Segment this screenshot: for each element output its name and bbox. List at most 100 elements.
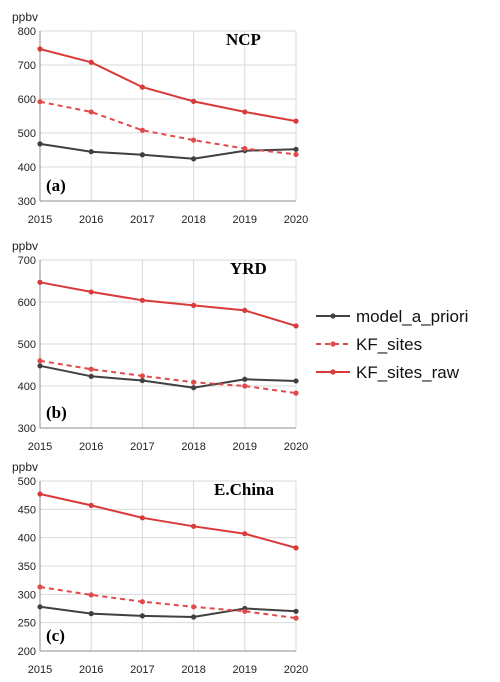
panel-label: (b) <box>46 403 67 422</box>
x-tick-label: 2018 <box>181 441 205 453</box>
y-tick-label: 450 <box>18 504 36 516</box>
y-tick-label: 250 <box>18 618 36 630</box>
data-point-kf-sites-raw <box>88 289 94 295</box>
data-point-model <box>88 149 94 155</box>
data-point-kf-sites-raw <box>242 109 248 115</box>
y-tick-label: 600 <box>18 297 36 309</box>
data-point-kf-sites <box>191 379 197 385</box>
data-point-kf-sites <box>242 383 248 389</box>
y-tick-label: 700 <box>18 60 36 72</box>
legend-item-kf-sites: KF_sites <box>316 335 422 354</box>
data-point-model <box>191 614 197 620</box>
legend-marker-kf-sites <box>330 341 336 347</box>
data-point-kf-sites <box>37 584 43 590</box>
panel-ncp: 300 400 500 600 700 800 2015 2016 2017 2018 2019 20… <box>12 10 308 226</box>
data-point-model <box>139 613 145 619</box>
data-point-kf-sites-raw <box>139 84 145 90</box>
y-tick-label: 400 <box>18 381 36 393</box>
data-point-model <box>88 611 94 617</box>
y-axis-unit-label: ppbv <box>12 10 38 24</box>
series-line-kf-sites <box>39 359 297 395</box>
data-point-kf-sites-raw <box>191 523 197 529</box>
panel-label: (c) <box>46 626 65 645</box>
y-tick-label: 400 <box>18 533 36 545</box>
data-point-model <box>293 378 299 384</box>
data-point-kf-sites-raw <box>242 307 248 313</box>
data-point-kf-sites <box>191 604 197 610</box>
x-tick-label: 2016 <box>79 214 103 226</box>
data-point-kf-sites-raw <box>88 59 94 65</box>
data-point-kf-sites <box>88 592 94 598</box>
y-tick-label: 500 <box>18 339 36 351</box>
legend-label-kf-sites: KF_sites <box>356 335 422 354</box>
legend-marker-model <box>330 313 336 319</box>
data-point-kf-sites <box>242 146 248 152</box>
data-point-kf-sites-raw <box>293 545 299 551</box>
x-tick-label: 2015 <box>28 441 52 453</box>
data-point-kf-sites-raw <box>37 279 43 285</box>
legend-label-model: model_a_priori <box>356 307 468 326</box>
x-tick-label: 2016 <box>79 441 103 453</box>
data-point-model <box>139 152 145 158</box>
y-axis-unit-label: ppbv <box>12 239 38 253</box>
data-point-kf-sites <box>37 358 43 364</box>
data-point-kf-sites <box>293 615 299 621</box>
data-point-kf-sites <box>88 109 94 115</box>
x-tick-label: 2019 <box>233 441 257 453</box>
data-point-kf-sites-raw <box>37 46 43 52</box>
data-point-kf-sites-raw <box>191 302 197 308</box>
data-point-model <box>242 376 248 382</box>
x-tick-label: 2017 <box>130 664 154 676</box>
data-point-kf-sites-raw <box>88 502 94 508</box>
x-tick-label: 2017 <box>130 214 154 226</box>
y-tick-label: 500 <box>18 128 36 140</box>
data-point-model <box>37 141 43 147</box>
data-point-kf-sites-raw <box>139 297 145 303</box>
data-point-kf-sites-raw <box>37 491 43 497</box>
y-tick-label: 600 <box>18 94 36 106</box>
data-point-kf-sites <box>139 373 145 379</box>
x-tick-label: 2019 <box>233 664 257 676</box>
x-tick-label: 2020 <box>284 664 308 676</box>
series-line-model <box>39 605 297 619</box>
x-tick-label: 2015 <box>28 664 52 676</box>
series-line-kf-sites-raw <box>39 48 297 123</box>
data-point-model <box>293 146 299 152</box>
data-point-kf-sites <box>37 99 43 105</box>
y-tick-label: 500 <box>18 476 36 488</box>
panel-east-china: 200 250 300 350 400 450 500 2015 2016 2017 2018 201… <box>12 460 308 676</box>
data-point-kf-sites <box>139 127 145 133</box>
data-point-kf-sites-raw <box>293 323 299 329</box>
data-point-model <box>37 363 43 369</box>
data-point-kf-sites <box>293 151 299 158</box>
y-tick-label: 300 <box>18 196 36 208</box>
x-tick-label: 2020 <box>284 441 308 453</box>
region-title: E.China <box>214 480 274 499</box>
x-tick-label: 2017 <box>130 441 154 453</box>
x-tick-label: 2019 <box>233 214 257 226</box>
series-line-kf-sites <box>39 100 297 156</box>
data-point-kf-sites <box>191 137 197 143</box>
x-tick-label: 2020 <box>284 214 308 226</box>
x-tick-label: 2015 <box>28 214 52 226</box>
data-point-kf-sites-raw <box>293 118 299 124</box>
data-point-kf-sites <box>88 366 94 372</box>
series-line-model <box>39 364 297 389</box>
legend-label-kf-sites-raw: KF_sites_raw <box>356 363 460 382</box>
data-point-model <box>191 385 197 391</box>
data-point-model <box>139 377 145 384</box>
panel-yrd: 300 400 500 600 700 2015 2016 2017 2018 2019 2020 p… <box>12 239 308 453</box>
x-tick-label: 2016 <box>79 664 103 676</box>
data-point-model <box>37 604 43 610</box>
y-tick-label: 400 <box>18 162 36 174</box>
y-tick-label: 350 <box>18 561 36 573</box>
y-tick-label: 200 <box>18 646 36 658</box>
series-line-kf-sites-raw <box>39 281 297 327</box>
y-tick-label: 300 <box>18 423 36 435</box>
data-point-model <box>88 373 94 379</box>
data-point-kf-sites-raw <box>139 515 145 521</box>
legend: model_a_priori KF_sites KF_sites_raw <box>316 307 468 382</box>
data-point-kf-sites <box>139 599 145 605</box>
data-point-kf-sites <box>293 390 299 396</box>
